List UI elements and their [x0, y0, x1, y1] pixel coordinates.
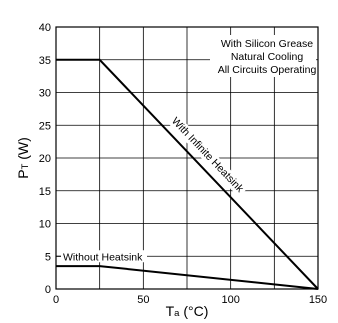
y-axis-title-main: P — [15, 169, 31, 178]
y-tick-label: 15 — [39, 186, 51, 198]
x-axis-title: Ta (°C) — [166, 303, 209, 319]
condition-notes: With Silicon Grease Natural Cooling All … — [218, 38, 317, 76]
series-label-2-background — [61, 250, 147, 263]
x-tick-label: 100 — [221, 294, 239, 306]
y-tick-label: 20 — [39, 153, 51, 165]
plot-frame — [55, 26, 319, 290]
y-tick-label: 25 — [39, 120, 51, 132]
series-label-infinite-heatsink: With Infinite Heatsink — [169, 115, 246, 195]
note-line-3: All Circuits Operating — [218, 64, 317, 76]
y-tick-label: 10 — [39, 219, 51, 231]
note-line-2: Natural Cooling — [231, 51, 304, 63]
y-tick-labels: 0 5 10 15 20 25 30 35 40 — [39, 22, 51, 296]
x-tick-label: 0 — [53, 294, 59, 306]
x-axis-title-sub: a — [174, 308, 180, 319]
y-axis-title: PT (W) — [15, 137, 31, 179]
note-line-1: With Silicon Grease — [221, 38, 313, 50]
series-label-1-background — [166, 112, 248, 198]
y-tick-label: 40 — [39, 22, 51, 34]
x-axis-title-unit: (°C) — [179, 303, 208, 319]
x-axis-title-main: T — [166, 303, 175, 319]
y-tick-label: 5 — [45, 251, 51, 263]
y-axis-title-sub: T — [20, 163, 31, 169]
y-axis-title-unit: (W) — [15, 137, 31, 163]
x-tick-label: 150 — [309, 294, 327, 306]
series-line-2 — [56, 265, 319, 290]
series-line-1 — [56, 58, 319, 290]
notes-background — [210, 35, 316, 77]
x-tick-label: 50 — [137, 294, 149, 306]
y-tick-label: 30 — [39, 88, 51, 100]
y-tick-label: 35 — [39, 55, 51, 67]
x-tick-labels: 0 50 100 150 — [53, 294, 327, 306]
series-label-without-heatsink: Without Heatsink — [63, 251, 143, 263]
y-tick-label: 0 — [45, 284, 51, 296]
